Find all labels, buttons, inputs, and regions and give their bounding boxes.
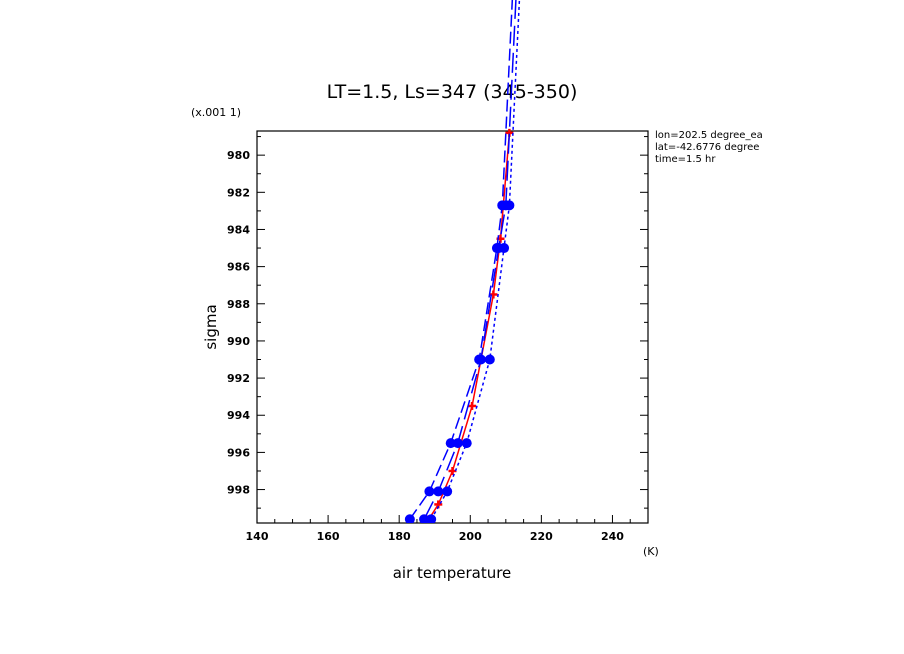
series-4-marker (461, 438, 472, 449)
series-3-marker (452, 438, 463, 449)
series-4-marker (499, 243, 510, 254)
y-tick-label: 984 (227, 223, 250, 236)
y-tick-label: 998 (227, 484, 250, 497)
series-2-marker (445, 438, 456, 449)
y-tick-label: 980 (227, 149, 250, 162)
y-tick-label: 988 (227, 298, 250, 311)
y-axis-label: sigma (202, 304, 220, 349)
series-1-marker (468, 401, 477, 410)
y-tick-label: 990 (227, 335, 250, 348)
series-4-marker (442, 486, 453, 497)
series-layer (404, 0, 521, 523)
series-3-marker (475, 354, 486, 365)
series-1-line (425, 132, 511, 523)
chart-title: LT=1.5, Ls=347 (345-350) (327, 81, 578, 103)
y-tick-label: 996 (227, 446, 250, 459)
x-tick-label: 220 (530, 530, 553, 543)
info-line: time=1.5 hr (655, 154, 716, 165)
series-4-marker (426, 514, 437, 523)
x-tick-label: 160 (317, 530, 340, 543)
series-2-marker (424, 486, 435, 497)
info-line: lon=202.5 degree_ea (655, 130, 763, 141)
y-tick-label: 982 (227, 186, 250, 199)
info-line: lat=-42.6776 degree (655, 142, 759, 153)
x-unit-label: (K) (643, 545, 659, 558)
x-tick-label: 140 (246, 530, 269, 543)
x-tick-label: 180 (388, 530, 411, 543)
series-4-marker (504, 200, 515, 211)
y-axis-ticks: 980 982 984 986 988 990 992 994 996 998 (227, 136, 648, 509)
series-4-marker (484, 354, 495, 365)
y-tick-label: 986 (227, 261, 250, 274)
y-tick-label: 994 (227, 409, 250, 422)
x-axis-label: air temperature (393, 564, 512, 582)
x-tick-label: 200 (459, 530, 482, 543)
y-tick-label: 992 (227, 372, 250, 385)
x-axis-ticks: 140 160 180 200 220 240 (246, 515, 631, 543)
series-4-line (430, 0, 521, 520)
x-tick-label: 240 (601, 530, 624, 543)
y-scale-note: (x.001 1) (191, 106, 241, 119)
series-2-marker (404, 514, 415, 523)
series-3-marker (433, 486, 444, 497)
plot-frame (256, 130, 649, 524)
